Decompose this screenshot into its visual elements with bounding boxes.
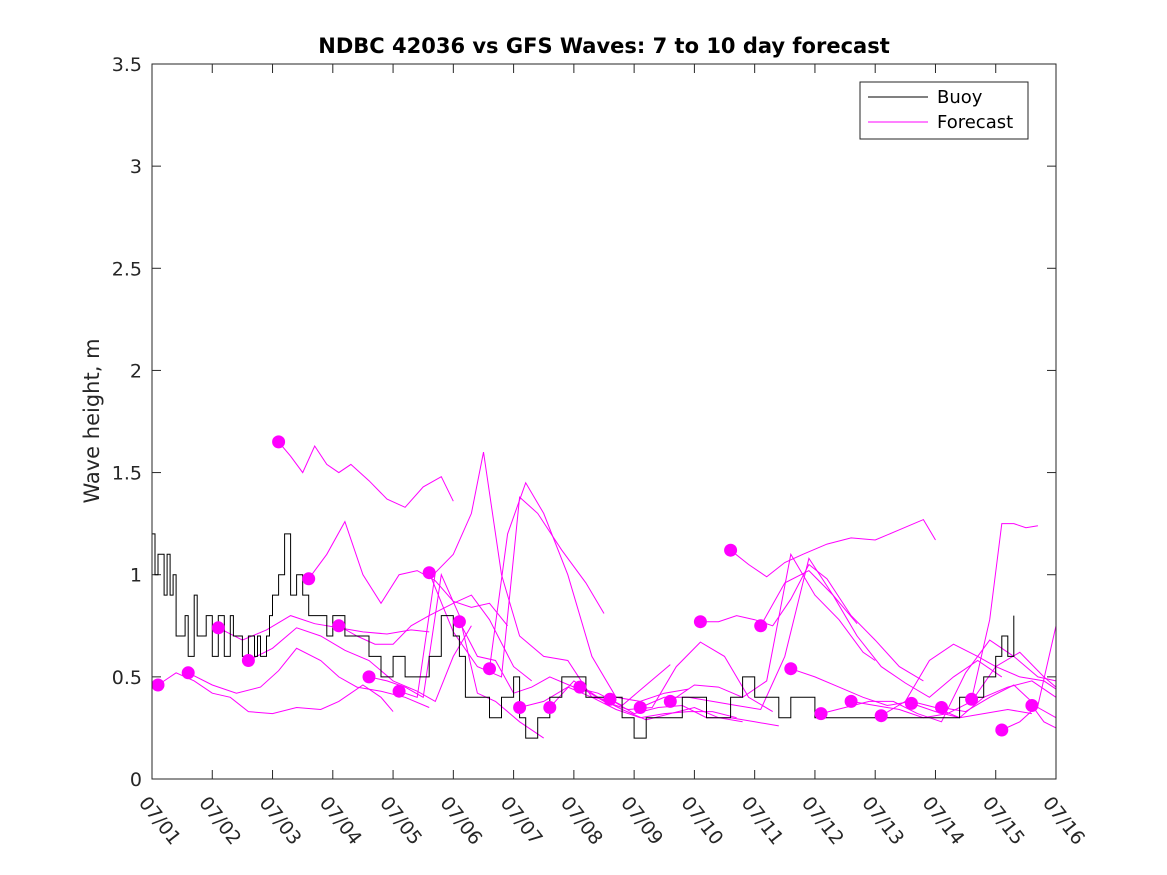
chart-title: NDBC 42036 vs GFS Waves: 7 to 10 day for… xyxy=(318,34,889,58)
forecast-start-point xyxy=(663,694,677,708)
forecast-line xyxy=(489,481,689,702)
forecast-line xyxy=(1031,705,1057,729)
forecast-line xyxy=(368,572,544,739)
forecast-start-point xyxy=(995,723,1009,737)
forecast-start-point xyxy=(272,435,286,449)
forecast-line xyxy=(519,686,737,719)
forecast-line xyxy=(308,520,508,627)
forecast-start-point xyxy=(332,619,346,633)
forecast-line xyxy=(428,496,605,678)
y-tick-label: 0.5 xyxy=(112,667,142,689)
legend-label-forecast: Forecast xyxy=(937,112,1013,133)
forecast-start-point xyxy=(935,701,948,714)
forecast-start-point xyxy=(784,662,798,676)
forecast-line xyxy=(760,569,1003,698)
forecast-line xyxy=(941,684,1057,719)
forecast-start-point xyxy=(452,615,466,629)
forecast-start-markers xyxy=(151,435,1039,737)
plot-area xyxy=(152,64,1056,779)
forecast-start-point xyxy=(483,662,496,676)
y-tick-label: 3.5 xyxy=(112,54,142,76)
y-tick-label: 2 xyxy=(130,360,142,382)
forecast-start-point xyxy=(241,654,255,667)
forecast-start-point xyxy=(693,615,707,629)
forecast-line xyxy=(458,621,671,707)
legend-label-buoy: Buoy xyxy=(937,87,983,108)
forecast-start-point xyxy=(874,709,888,723)
forecast-start-point xyxy=(633,701,647,714)
forecast-start-point xyxy=(965,692,979,706)
y-tick-label: 1.5 xyxy=(112,463,142,485)
forecast-start-point xyxy=(844,694,858,708)
forecast-start-point xyxy=(422,566,436,580)
buoy-line xyxy=(152,533,1015,739)
y-tick-label: 0 xyxy=(130,769,142,791)
forecast-start-point xyxy=(904,696,918,710)
y-tick-label: 2.5 xyxy=(112,258,142,280)
forecast-line xyxy=(248,625,472,703)
forecast-start-point xyxy=(211,621,225,635)
plot-frame xyxy=(151,63,1057,780)
forecast-start-point xyxy=(814,707,828,721)
forecast-line xyxy=(1001,625,1057,731)
forecast-start-point xyxy=(1025,699,1039,712)
forecast-start-point xyxy=(754,619,768,633)
chart-series xyxy=(152,441,1057,739)
legend-box xyxy=(859,81,1029,140)
forecast-line xyxy=(278,441,454,508)
forecast-start-point xyxy=(392,684,406,698)
forecast-start-point xyxy=(724,543,738,557)
y-tick-label: 3 xyxy=(130,156,142,178)
forecast-start-point xyxy=(362,670,376,684)
y-axis-label: Wave height, m xyxy=(80,338,104,503)
forecast-start-point xyxy=(573,680,587,694)
forecast-start-point xyxy=(151,678,165,692)
forecast-start-point xyxy=(302,572,316,586)
forecast-start-point xyxy=(513,701,527,714)
forecast-line xyxy=(187,647,430,708)
y-tick-label: 1 xyxy=(130,565,142,587)
legend: Buoy Forecast xyxy=(859,81,1029,140)
forecast-line xyxy=(700,563,924,682)
forecast-start-point xyxy=(603,692,617,706)
forecast-line xyxy=(157,672,394,715)
forecast-start-point xyxy=(181,666,195,680)
forecast-line xyxy=(730,518,936,578)
forecast-line xyxy=(398,452,605,700)
forecast-line xyxy=(971,523,1038,700)
forecast-start-point xyxy=(543,701,557,714)
forecast-line xyxy=(880,643,1057,717)
